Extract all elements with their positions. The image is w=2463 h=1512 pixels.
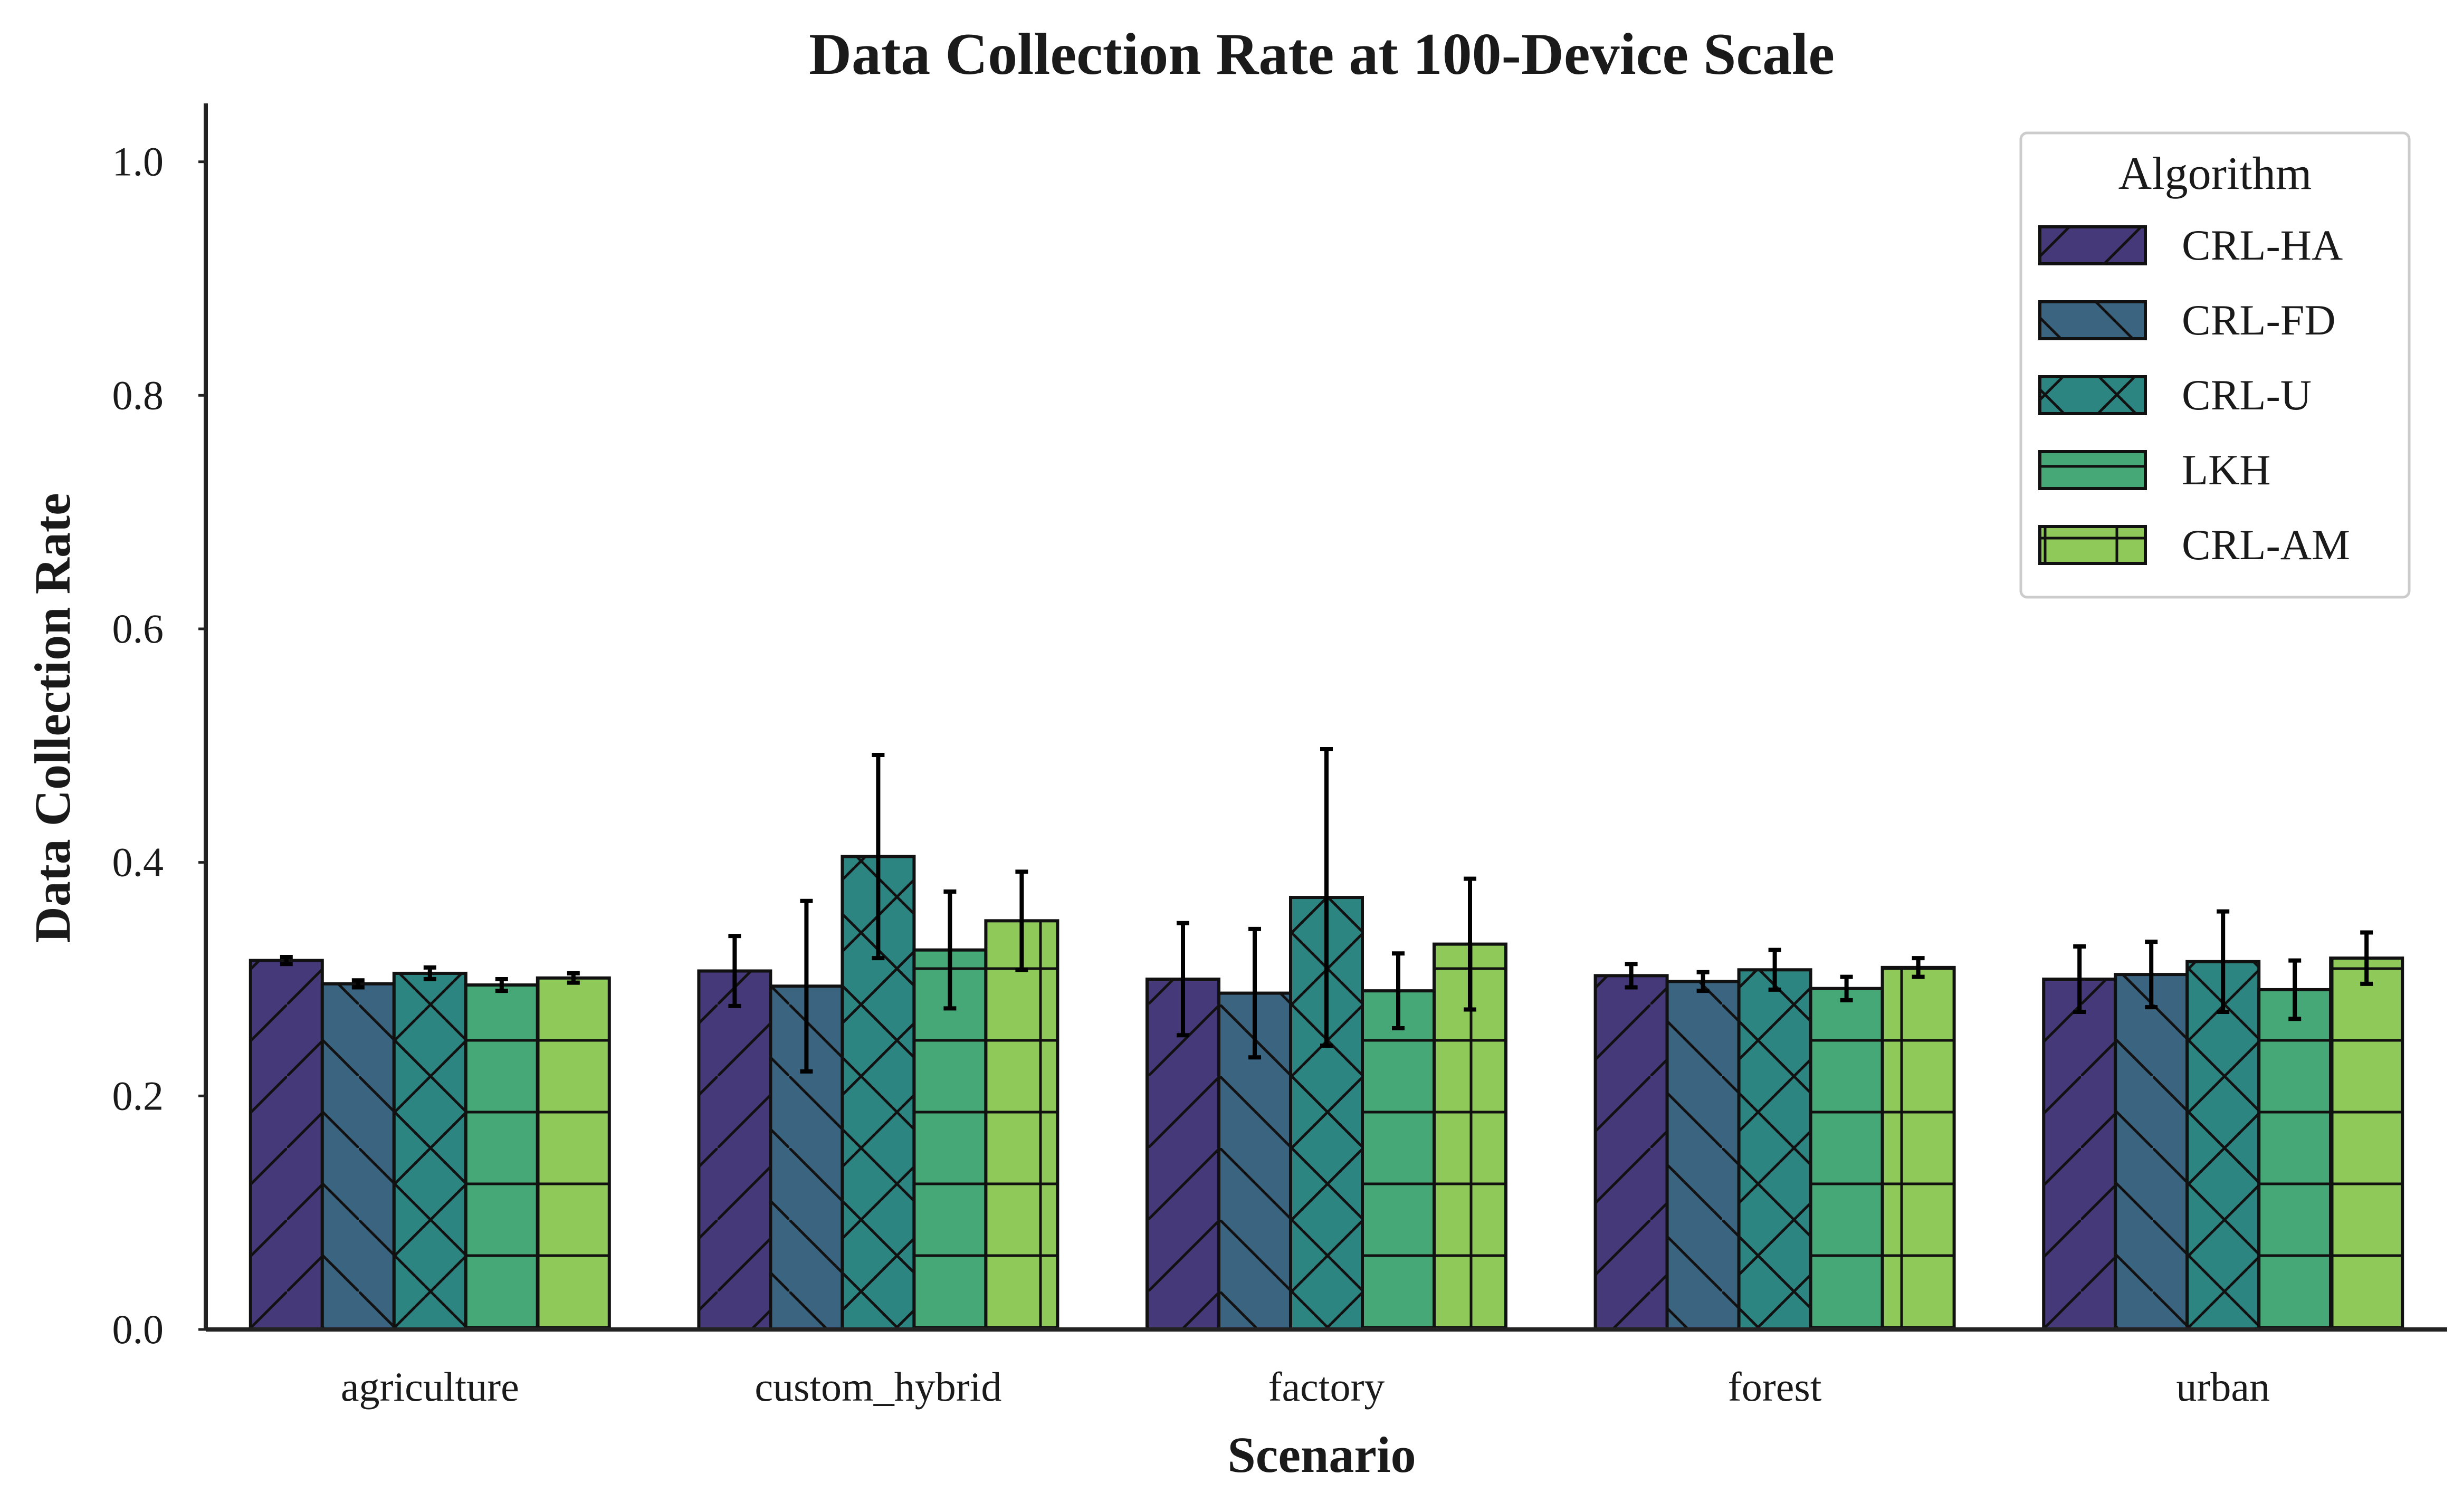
bar: [320, 982, 396, 1332]
bar: [2114, 973, 2189, 1331]
y-tick-label: 0.4: [112, 839, 164, 885]
y-axis-label: Data Collection Rate: [24, 493, 81, 943]
legend-swatch: [2038, 450, 2147, 490]
legend-swatch: [2038, 225, 2147, 265]
x-tick-label: factory: [1268, 1364, 1385, 1410]
legend-title: Algorithm: [2118, 148, 2312, 199]
bar: [984, 919, 1059, 1332]
x-ticks: agriculture custom_hybrid factory forest urb…: [341, 1364, 2270, 1410]
legend-swatch: [2038, 300, 2147, 340]
y-tick-label: 1.0: [112, 139, 164, 185]
y-tick-label: 0.6: [112, 606, 164, 652]
legend-swatch: [2038, 375, 2147, 415]
bar: [2257, 988, 2333, 1332]
legend-label: CRL-FD: [2182, 296, 2336, 344]
bar: [249, 959, 324, 1331]
bar: [1880, 965, 1956, 1332]
bar: [1737, 968, 1812, 1331]
legend-label: CRL-HA: [2182, 221, 2343, 269]
y-ticks: 0.0 0.2 0.4 0.6 0.8 1.0: [112, 139, 206, 1352]
legend-label: LKH: [2182, 446, 2271, 494]
bar: [2185, 960, 2261, 1332]
bar: [1809, 987, 1884, 1331]
y-tick-label: 0.0: [112, 1306, 164, 1352]
x-tick-label: urban: [2176, 1364, 2270, 1410]
chart-title: Data Collection Rate at 100-Device Scale: [809, 22, 1835, 87]
legend: Algorithm CRL-HA CRL-FD CRL-U LKH CRL-AM: [2019, 131, 2411, 599]
bar: [464, 983, 539, 1331]
bar: [1361, 989, 1436, 1331]
bar: [2042, 978, 2117, 1331]
bar: [1665, 980, 1741, 1331]
error-bars-layer: [280, 747, 2373, 1074]
bar: [2329, 956, 2404, 1332]
x-tick-label: custom_hybrid: [755, 1364, 1001, 1410]
bar: [536, 976, 611, 1331]
legend-label: CRL-U: [2182, 371, 2312, 419]
x-axis-label: Scenario: [1227, 1427, 1416, 1483]
bar: [392, 971, 467, 1331]
bar: [697, 969, 772, 1332]
y-tick-label: 0.2: [112, 1073, 164, 1118]
y-tick-label: 0.8: [112, 372, 164, 418]
legend-swatch: [2038, 525, 2147, 565]
x-tick-label: forest: [1728, 1364, 1822, 1410]
axes: [204, 103, 2447, 1332]
legend-label: CRL-AM: [2182, 521, 2350, 569]
bars-layer: [249, 855, 2404, 1332]
bar: [1593, 974, 1669, 1331]
x-tick-label: agriculture: [341, 1364, 519, 1410]
legend-items: CRL-HA CRL-FD CRL-U LKH CRL-AM: [2038, 221, 2350, 569]
